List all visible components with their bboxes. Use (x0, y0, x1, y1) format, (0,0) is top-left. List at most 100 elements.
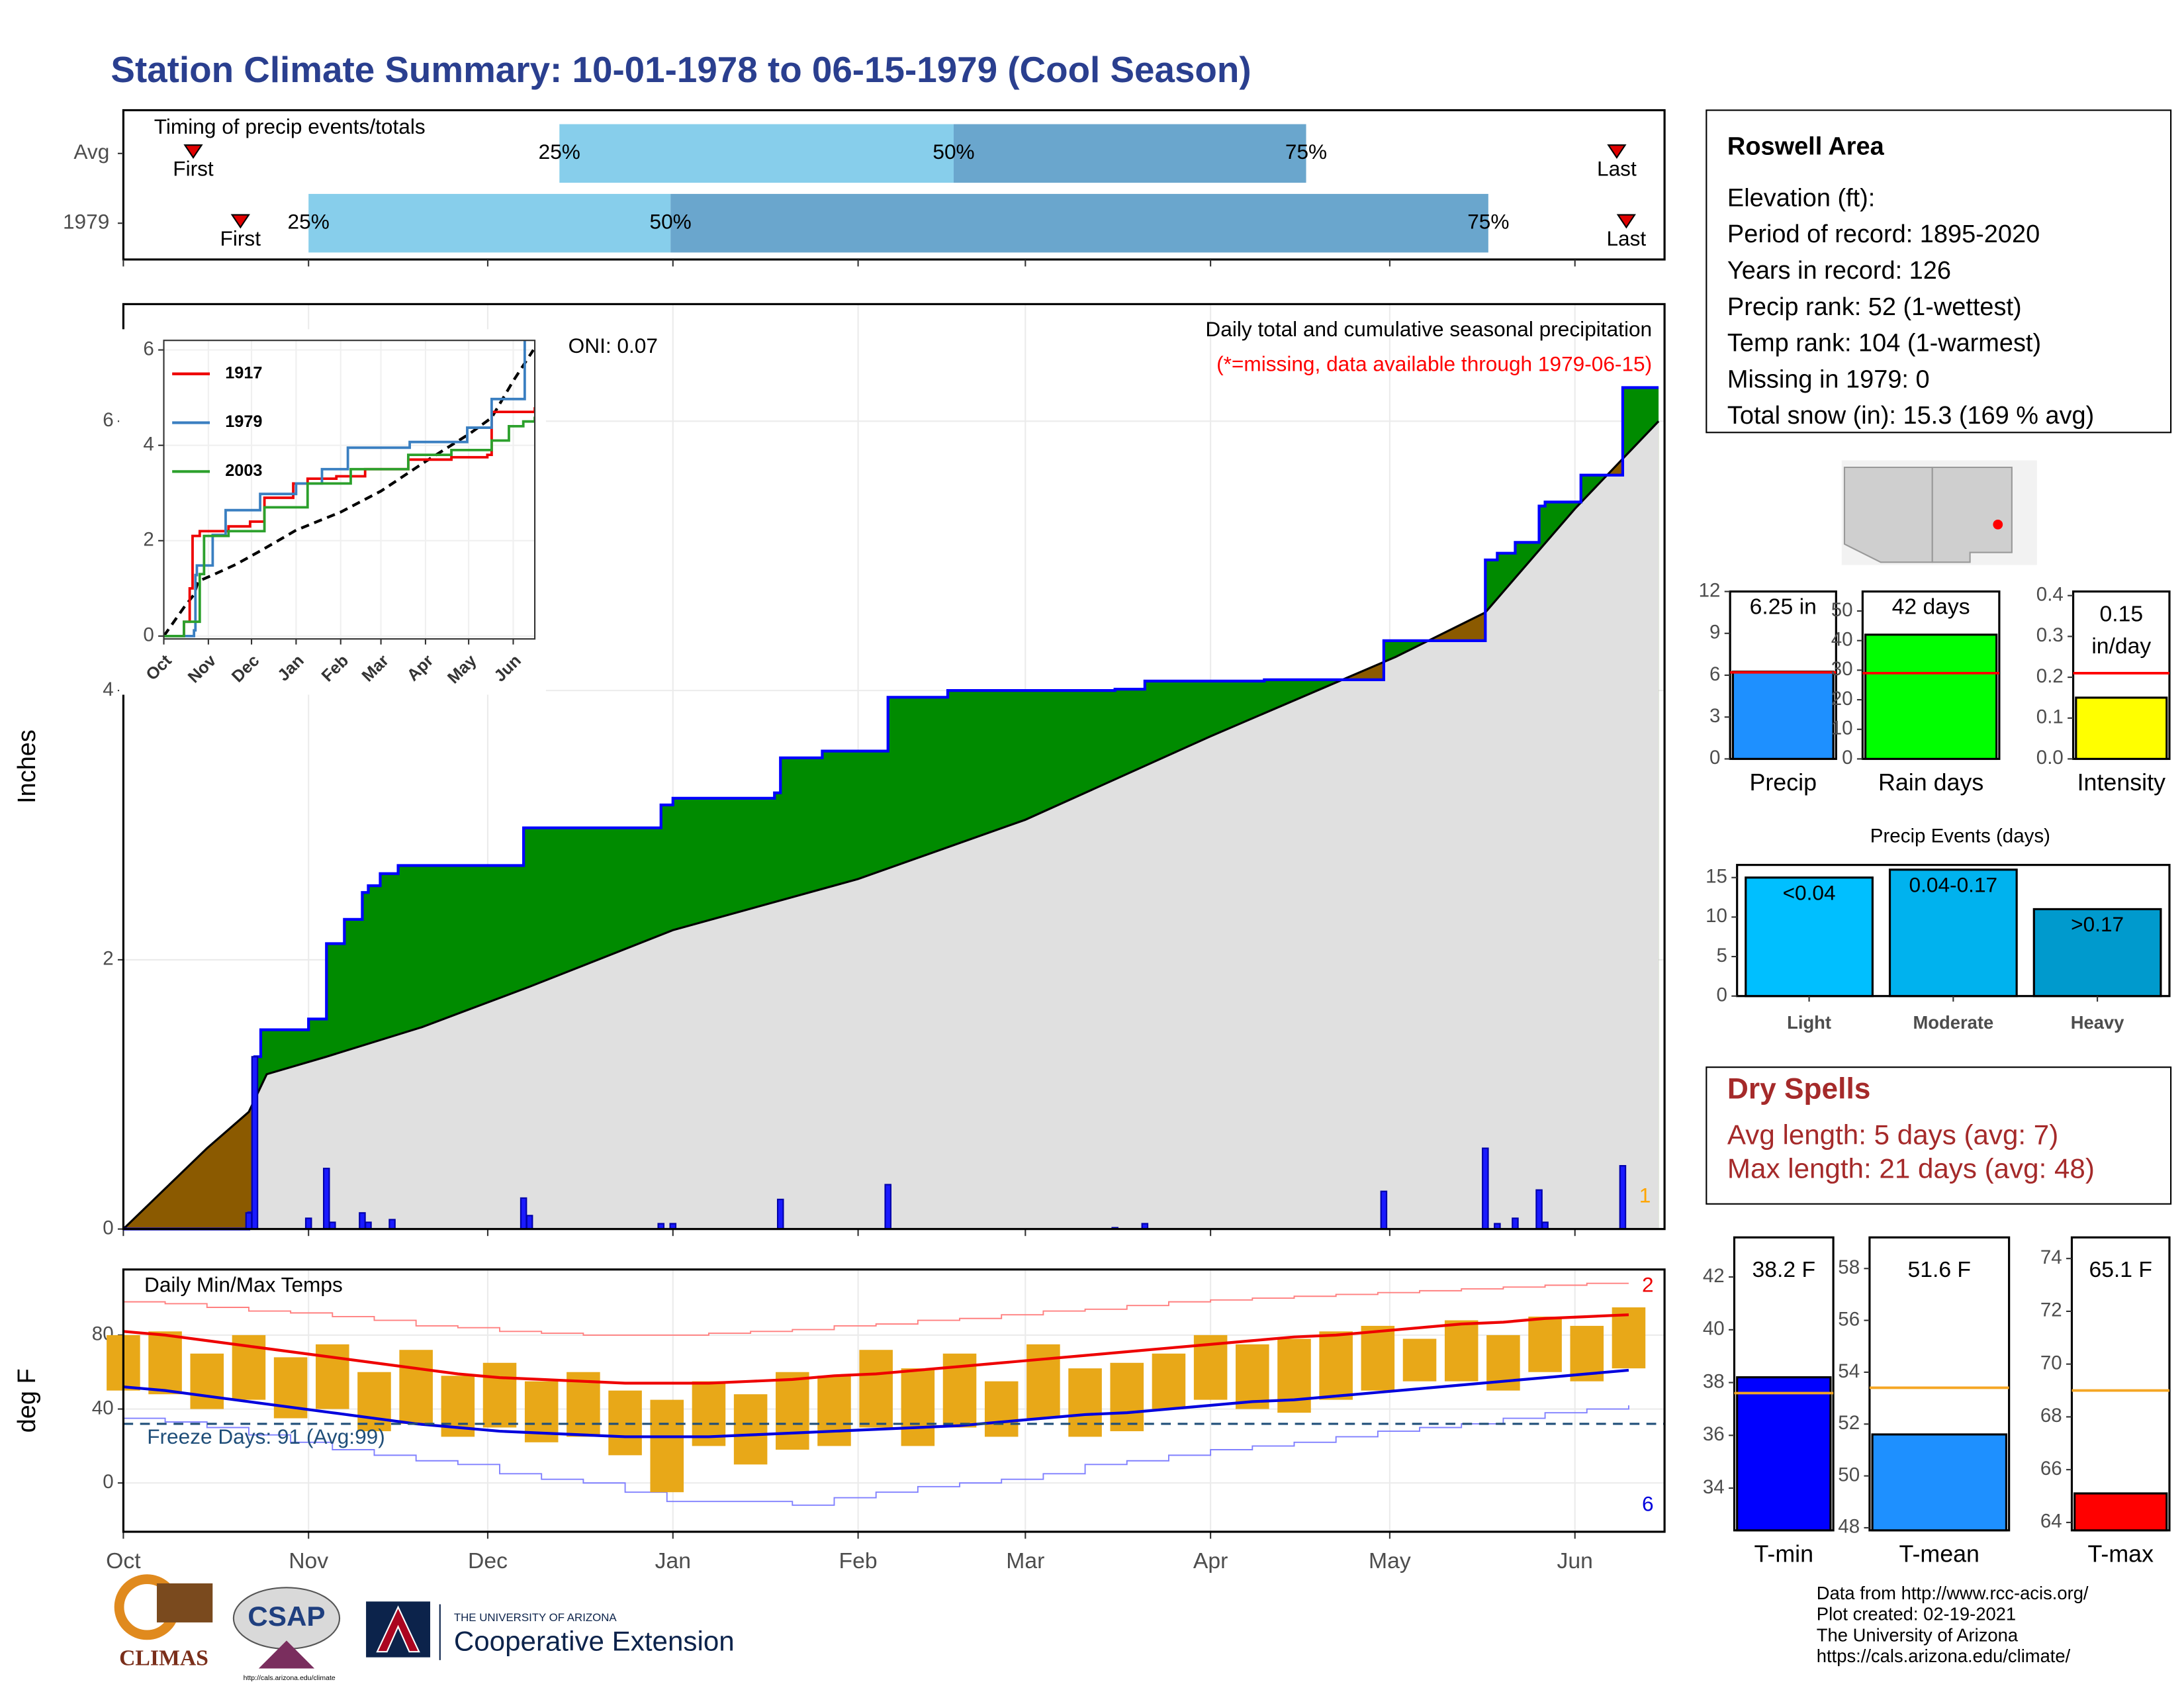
y-tick-label: 0.4 (2036, 584, 2064, 606)
x-tick-label: Apr (1193, 1548, 1228, 1573)
quartile-bar (308, 193, 671, 253)
temp-bar (1402, 1338, 1437, 1382)
y-tick-label: 40 (1831, 629, 1853, 651)
x-tick-label: Oct (106, 1548, 141, 1573)
legend-label: 2003 (225, 461, 262, 480)
x-label: Rain days (1878, 769, 1983, 796)
y-tick-label: 70 (2040, 1352, 2062, 1374)
y-tick-label: 4 (103, 679, 113, 700)
bar (1745, 876, 1874, 998)
y-tick-label: 0 (1709, 747, 1720, 769)
temp-bar (357, 1372, 391, 1432)
x-tick-label: May (1369, 1548, 1411, 1573)
map-state (1843, 466, 1933, 563)
x-label: Precip (1749, 769, 1817, 796)
station-line: Years in record: 126 (1727, 257, 1951, 285)
quartile-bar (559, 124, 954, 183)
bar (2075, 696, 2168, 761)
y-tick-label: 0.3 (2036, 624, 2064, 646)
y-tick-label: 0.0 (2036, 747, 2064, 769)
daily-bar (1482, 1147, 1489, 1230)
event-label: First (220, 226, 261, 250)
series-line (163, 407, 535, 637)
x-tick-label: Nov (289, 1548, 328, 1573)
inset-panel (163, 340, 535, 639)
row-label: Avg (73, 140, 109, 164)
y-tick-label: 10 (1706, 905, 1727, 927)
credit: https://cals.arizona.edu/climate/ (1817, 1646, 2071, 1666)
y-tick-label: 42 (1703, 1265, 1725, 1287)
value-label: 38.2 F (1752, 1257, 1816, 1282)
daily-bar (388, 1219, 396, 1230)
value-label: 42 days (1892, 594, 1970, 620)
temp-bar (901, 1368, 935, 1446)
temp-bar (190, 1353, 224, 1409)
y-tick-label: 0.2 (2036, 665, 2064, 687)
missing-note: (*=missing, data available through 1979-… (1216, 352, 1652, 375)
dry-spells-title: Dry Spells (1727, 1073, 1870, 1105)
temp-bar (1110, 1362, 1144, 1432)
daily-bar (520, 1197, 527, 1230)
logos: CLIMAS CSAP http://cals.arizona.edu/clim… (114, 1574, 735, 1682)
y-tick-label: 15 (1706, 866, 1727, 888)
bar (1871, 1433, 2008, 1532)
cumulative-line (123, 386, 1659, 1231)
daily-bar (1380, 1190, 1388, 1230)
daily-bar (323, 1168, 330, 1230)
map-station (1993, 520, 2003, 530)
y-tick-label: 40 (92, 1397, 114, 1419)
y-tick-label: 30 (1831, 658, 1853, 680)
credit: Data from http://www.rcc-acis.org/ (1817, 1583, 2089, 1603)
daily-bar (1535, 1189, 1543, 1230)
climas-text: CLIMAS (119, 1646, 208, 1671)
value-label: 51.6 F (1907, 1257, 1971, 1282)
y-tick-label: 6 (143, 338, 154, 359)
temp-bar (482, 1362, 517, 1428)
quartile-bar (670, 193, 1488, 253)
y-axis-label: deg F (13, 1368, 41, 1432)
y-tick-label: 40 (1703, 1318, 1725, 1340)
page-title: Station Climate Summary: 10-01-1978 to 0… (111, 49, 1251, 90)
daily-bar (1619, 1165, 1627, 1230)
chart-subtitle: Daily total and cumulative seasonal prec… (1205, 317, 1652, 341)
temp-bar (733, 1394, 768, 1465)
temp-bar (148, 1331, 182, 1395)
y-tick-label: 50 (1838, 1464, 1860, 1485)
y-tick-label: 2 (143, 529, 154, 551)
record-low-line (123, 1405, 1629, 1506)
y-tick-label: 64 (2040, 1511, 2062, 1532)
station-line: Temp rank: 104 (1-warmest) (1727, 330, 2041, 357)
y-tick-label: 12 (1699, 579, 1721, 601)
temp-bar (1152, 1353, 1186, 1409)
temp-bar (859, 1350, 893, 1428)
y-tick-label: 38 (1703, 1370, 1725, 1392)
y-tick-label: 6 (1709, 663, 1720, 685)
x-tick-label: Moderate (1913, 1012, 1993, 1033)
temp-bar (817, 1376, 851, 1446)
record-low-count: 6 (1642, 1491, 1654, 1515)
daily-bar (884, 1184, 891, 1230)
y-tick-label: 6 (103, 409, 113, 431)
inset-border (163, 340, 536, 640)
event-label: First (173, 156, 214, 180)
bin-label: >0.17 (2071, 912, 2124, 936)
panel-border (122, 1268, 1666, 1533)
x-tick-label: Feb (839, 1548, 878, 1573)
oni-label: ONI: 0.07 (569, 334, 658, 357)
quartile-label: 25% (288, 210, 330, 234)
y-tick-label: 5 (1717, 945, 1727, 966)
x-label: T-mean (1899, 1540, 1979, 1567)
daily-bar (251, 1056, 259, 1230)
dry-spells-line: Avg length: 5 days (avg: 7) (1727, 1119, 2058, 1150)
event-marker (1616, 214, 1636, 229)
y-tick-label: 48 (1838, 1516, 1860, 1538)
y-tick-label: 9 (1709, 622, 1720, 643)
bin-label: 0.04-0.17 (1909, 872, 1998, 896)
station-name: Roswell Area (1727, 132, 1885, 160)
record-high-line (123, 1282, 1629, 1336)
bin-label: <0.04 (1783, 880, 1836, 904)
panel-border (122, 303, 1666, 1231)
event-label: Last (1597, 156, 1637, 180)
event-label: Last (1606, 226, 1646, 250)
